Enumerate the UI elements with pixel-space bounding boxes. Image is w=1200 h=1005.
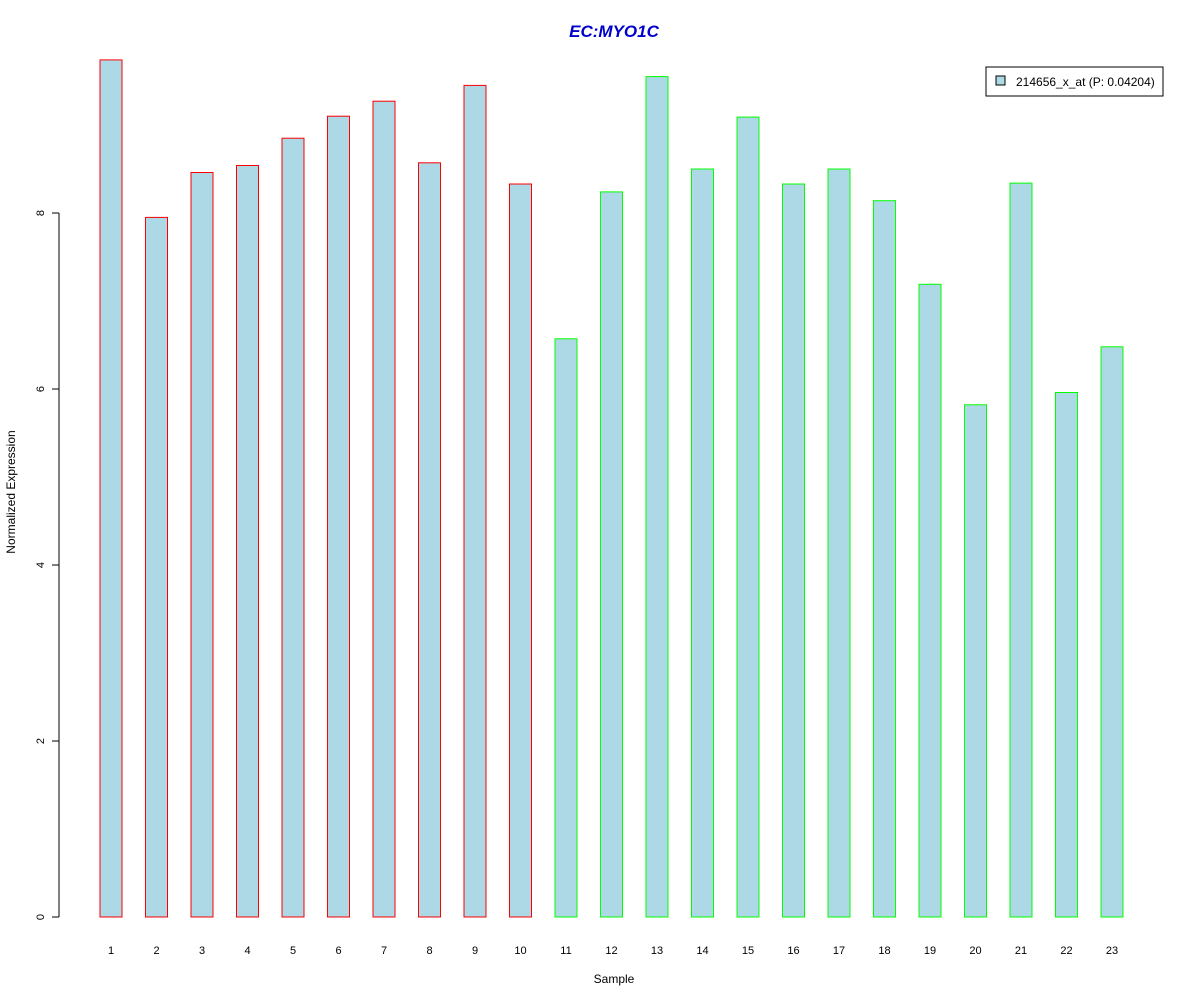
x-tick-label: 4 (244, 945, 250, 957)
bar-sample-18 (873, 200, 896, 918)
x-tick-label: 11 (560, 945, 571, 957)
x-tick-label: 16 (787, 945, 799, 957)
bar-sample-5 (281, 137, 305, 918)
x-tick-label: 7 (381, 945, 387, 957)
bar-sample-21 (1009, 182, 1033, 918)
x-tick-label: 23 (1106, 945, 1118, 957)
bar-sample-13 (645, 76, 669, 918)
x-tick-label: 12 (605, 945, 617, 957)
bar-sample-17 (827, 168, 851, 918)
y-tick-label: 4 (35, 562, 47, 568)
x-tick-label: 21 (1015, 945, 1027, 957)
bar-sample-7 (372, 100, 396, 918)
x-tick-label: 5 (290, 945, 296, 957)
bar-sample-9 (463, 84, 487, 918)
x-tick-label: 18 (878, 945, 890, 957)
bar-sample-10 (509, 183, 532, 918)
bar-sample-15 (736, 116, 760, 918)
bar-sample-16 (782, 183, 805, 918)
x-tick-label: 10 (514, 945, 526, 957)
y-axis-label: Normalized Expression (4, 430, 18, 553)
bar-sample-12 (600, 191, 623, 918)
x-tick-label: 14 (696, 945, 708, 957)
x-tick-label: 13 (651, 945, 663, 957)
x-tick-labels: 1 2 3 4 5 6 7 8 9 10 11 12 13 14 15 16 17 18 19 20 21 22 23 (108, 945, 1118, 957)
bar-sample-6 (327, 115, 350, 918)
bar-sample-14 (691, 168, 714, 918)
legend: 214656_x_at (P: 0.04204) (985, 66, 1164, 97)
x-tick-label: 9 (472, 945, 478, 957)
x-tick-label: 1 (108, 945, 114, 957)
x-tick-label: 6 (335, 945, 341, 957)
legend-swatch (995, 75, 1006, 86)
x-tick-label: 17 (833, 945, 845, 957)
x-tick-label: 8 (426, 945, 432, 957)
bars-layer (99, 59, 1124, 918)
bar-sample-20 (964, 404, 987, 918)
bar-sample-8 (418, 162, 441, 918)
y-axis: 0 2 4 6 8 (35, 210, 60, 920)
x-tick-label: 2 (153, 945, 159, 957)
bar-sample-3 (190, 172, 214, 918)
x-axis-label: Sample (594, 972, 635, 986)
x-tick-label: 22 (1060, 945, 1072, 957)
legend-label: 214656_x_at (P: 0.04204) (1016, 75, 1155, 89)
y-tick-label: 2 (35, 738, 47, 744)
bar-sample-2 (145, 216, 168, 918)
x-tick-label: 20 (969, 945, 981, 957)
bar-sample-19 (918, 283, 942, 918)
bar-sample-23 (1100, 346, 1124, 918)
y-tick-label: 8 (35, 210, 47, 216)
x-tick-label: 19 (924, 945, 936, 957)
y-tick-label: 0 (35, 914, 47, 920)
bar-sample-4 (236, 165, 259, 918)
chart-title: EC:MYO1C (569, 22, 659, 41)
x-tick-label: 15 (742, 945, 754, 957)
bar-sample-11 (554, 338, 578, 918)
legend-box (985, 66, 1164, 97)
x-tick-label: 3 (199, 945, 205, 957)
bar-sample-1 (99, 59, 123, 918)
bar-sample-22 (1055, 392, 1078, 918)
y-tick-label: 6 (35, 386, 47, 392)
